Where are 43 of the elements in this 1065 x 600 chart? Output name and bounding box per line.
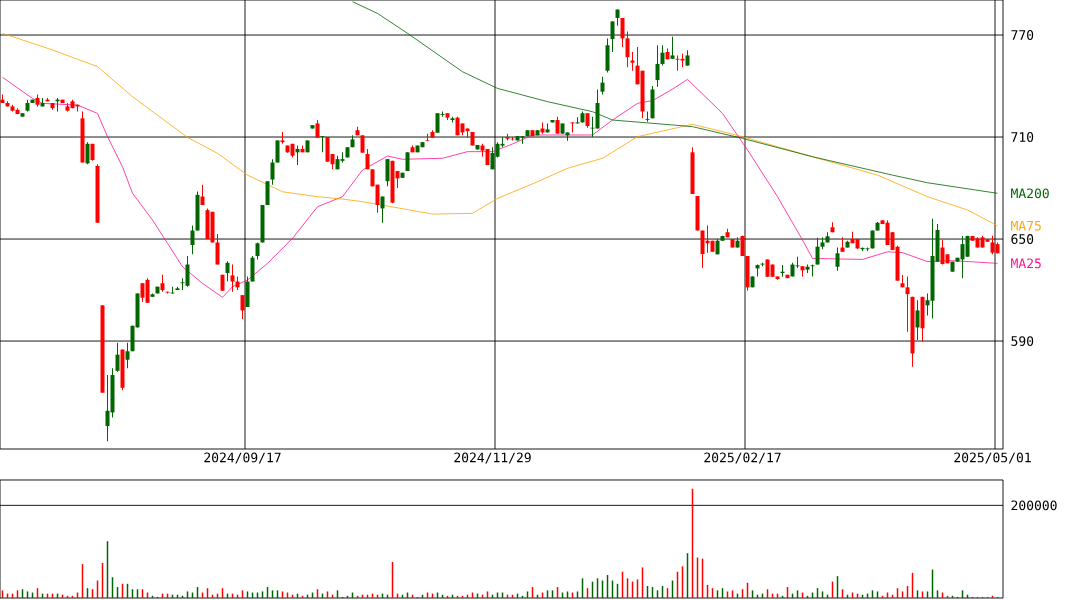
candlestick	[620, 17, 625, 48]
candlestick	[655, 44, 660, 88]
x-tick-label: 2024/11/29	[454, 452, 531, 464]
candlestick	[250, 255, 255, 283]
candlestick	[570, 121, 575, 133]
candlestick	[645, 111, 650, 123]
candlestick	[835, 247, 840, 272]
candlestick	[215, 233, 220, 266]
candlestick	[660, 44, 665, 67]
candlestick	[225, 260, 230, 283]
candlestick	[905, 275, 910, 333]
x-tick-label: 2025/05/01	[954, 452, 1031, 464]
series-label: MA75	[1011, 220, 1041, 231]
candlestick	[380, 196, 385, 224]
candlestick	[275, 139, 280, 164]
line-series	[2, 32, 998, 227]
candlestick	[385, 158, 390, 187]
candlestick	[240, 294, 245, 320]
y-tick-label: 710	[1011, 132, 1034, 142]
text: 200000	[1011, 500, 1057, 511]
x-tick-label: 2024/09/17	[204, 452, 281, 464]
candlestick	[320, 135, 325, 153]
candlestick	[610, 20, 615, 53]
series-label: MA200	[1011, 188, 1049, 199]
candlestick	[145, 277, 150, 304]
candlestick	[125, 342, 130, 369]
candlestick	[915, 299, 920, 341]
line-series	[2, 76, 998, 298]
y-tick-label: 650	[1011, 234, 1034, 244]
y-tick-label: 770	[1011, 30, 1034, 40]
candlestick	[185, 255, 190, 288]
candlestick	[270, 158, 275, 186]
candlestick	[190, 224, 195, 255]
candlestick	[230, 264, 235, 293]
line-series	[352, 1, 998, 194]
x-tick-label: 2025/02/17	[704, 452, 781, 464]
y-tick-label: 590	[1011, 336, 1034, 346]
candlestick	[815, 237, 820, 266]
series-label: MA25	[1011, 258, 1041, 269]
candlestick	[625, 31, 630, 68]
candlestick	[670, 36, 675, 60]
candlestick	[85, 141, 90, 165]
candlestick	[115, 342, 120, 373]
